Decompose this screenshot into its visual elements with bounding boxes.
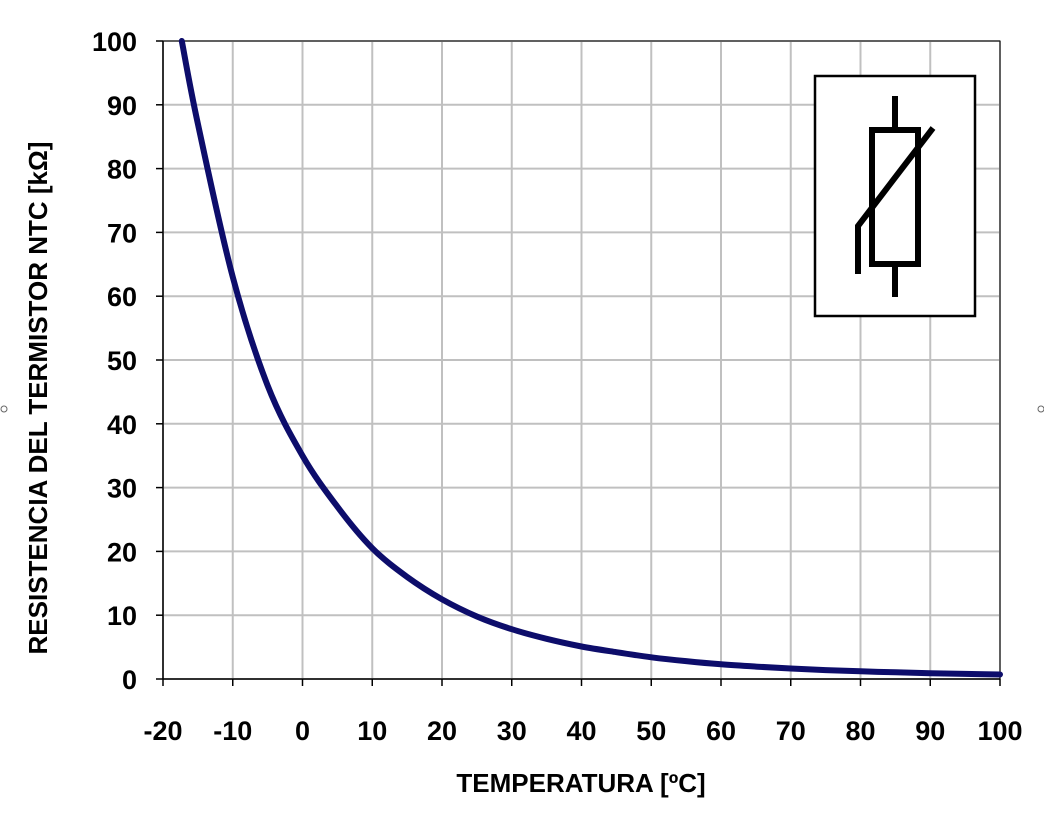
y-tick-label: 50 — [107, 346, 137, 376]
y-tick-labels: 0 10 20 30 40 50 60 70 80 90 100 — [92, 27, 137, 695]
x-tick-label: 20 — [427, 716, 457, 746]
x-axis-label: TEMPERATURA [ºC] — [456, 768, 705, 798]
x-tick-label: 50 — [636, 716, 666, 746]
y-tick-label: 20 — [107, 537, 137, 567]
x-tick-label: 100 — [977, 716, 1022, 746]
x-tick-label: 10 — [357, 716, 387, 746]
y-tick-label: 100 — [92, 27, 137, 57]
x-tick-label: 60 — [706, 716, 736, 746]
y-tick-label: 40 — [107, 410, 137, 440]
y-tick-label: 0 — [122, 665, 137, 695]
x-tick-label: 80 — [845, 716, 875, 746]
x-tick-label: 90 — [915, 716, 945, 746]
thermistor-diagonal — [855, 126, 936, 274]
chart-axes — [156, 40, 1001, 686]
y-tick-label: 30 — [107, 474, 137, 504]
y-tick-label: 10 — [107, 601, 137, 631]
y-tick-label: 70 — [107, 218, 137, 248]
x-tick-label: 40 — [566, 716, 596, 746]
y-tick-label: 80 — [107, 155, 137, 185]
ntc-thermistor-symbol-icon — [813, 74, 977, 318]
right-anchor-marker — [1037, 405, 1044, 413]
x-tick-label: -20 — [143, 716, 182, 746]
x-tick-label: 30 — [497, 716, 527, 746]
x-tick-label: 70 — [776, 716, 806, 746]
series-line — [178, 38, 1003, 678]
y-tick-label: 60 — [107, 282, 137, 312]
x-tick-label: 0 — [295, 716, 310, 746]
left-anchor-marker — [0, 405, 8, 413]
x-tick-labels: -20 -10 0 10 20 30 40 50 60 70 80 90 100 — [143, 716, 1022, 746]
x-tick-label: -10 — [213, 716, 252, 746]
y-axis-label: RESISTENCIA DEL TERMISTOR NTC [kΩ] — [23, 142, 53, 655]
chart-series — [178, 38, 1003, 678]
y-tick-label: 90 — [107, 91, 137, 121]
